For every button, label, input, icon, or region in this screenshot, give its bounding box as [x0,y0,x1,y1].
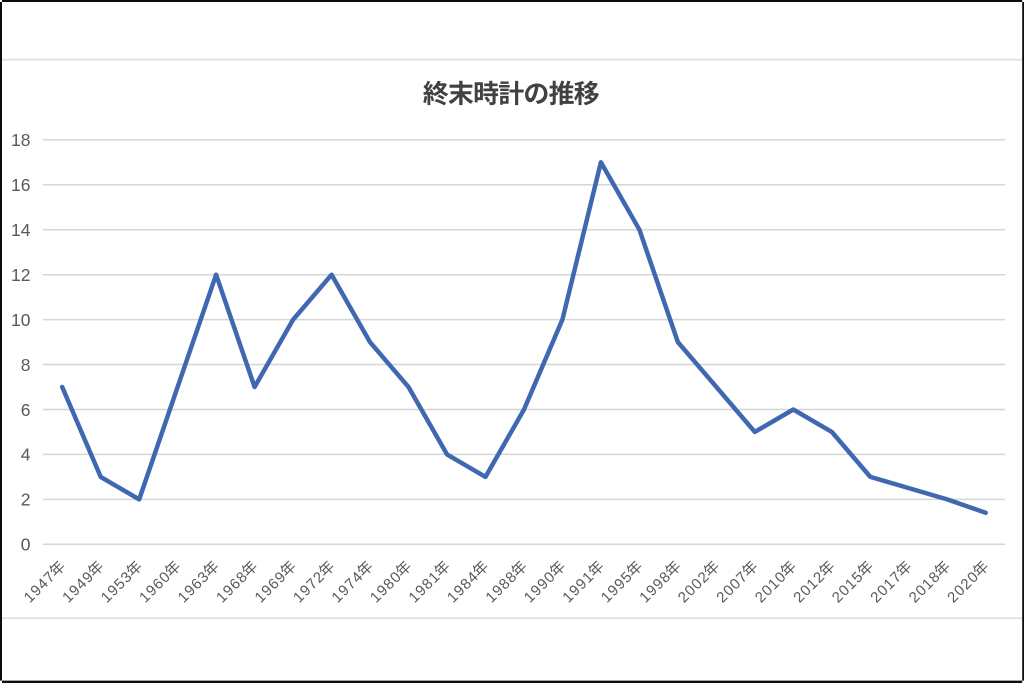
svg-text:12: 12 [11,265,30,285]
svg-text:10: 10 [11,310,31,330]
svg-text:8: 8 [21,355,31,375]
svg-text:0: 0 [21,535,31,555]
svg-text:4: 4 [21,445,31,465]
svg-text:14: 14 [11,220,31,240]
svg-text:2: 2 [21,490,31,510]
svg-text:16: 16 [11,175,30,195]
svg-text:18: 18 [11,130,30,150]
svg-text:6: 6 [21,400,31,420]
